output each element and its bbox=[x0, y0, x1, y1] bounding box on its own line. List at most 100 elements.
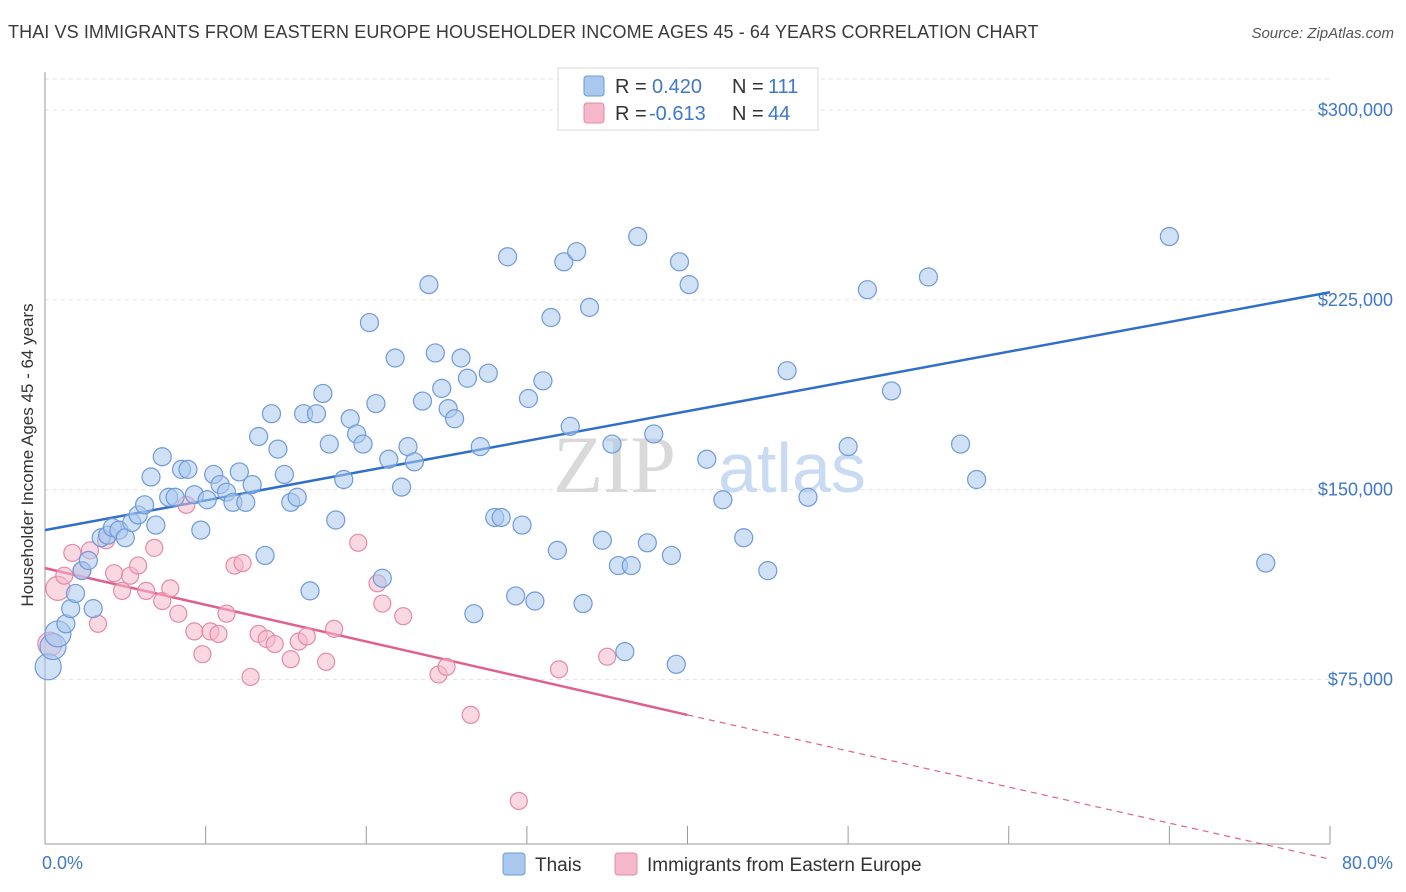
point-eastern-europe bbox=[217, 604, 236, 623]
point-thais bbox=[287, 487, 307, 507]
chart-source: Source: ZipAtlas.com bbox=[1251, 25, 1394, 42]
point-thais bbox=[602, 434, 622, 454]
point-thais bbox=[425, 343, 445, 363]
point-thais bbox=[261, 404, 282, 424]
point-thais bbox=[274, 464, 294, 485]
series-thais-points bbox=[34, 226, 1276, 681]
point-eastern-europe bbox=[241, 667, 260, 687]
point-thais bbox=[560, 416, 580, 436]
point-thais bbox=[366, 393, 386, 414]
point-eastern-europe bbox=[104, 564, 124, 583]
point-thais bbox=[512, 515, 532, 535]
point-thais bbox=[679, 275, 699, 295]
point-eastern-europe bbox=[193, 645, 212, 664]
point-eastern-europe bbox=[437, 657, 456, 676]
point-thais bbox=[306, 404, 327, 424]
point-thais bbox=[541, 307, 561, 328]
point-eastern-europe bbox=[349, 533, 368, 552]
point-thais bbox=[881, 381, 902, 401]
point-thais bbox=[758, 561, 778, 581]
point-thais bbox=[141, 467, 161, 487]
point-thais bbox=[146, 515, 166, 535]
point-thais bbox=[268, 439, 288, 459]
legend-r-label: R = bbox=[615, 76, 647, 98]
axes bbox=[44, 72, 1330, 845]
point-eastern-europe bbox=[509, 791, 528, 811]
point-eastern-europe bbox=[394, 607, 413, 626]
point-thais bbox=[857, 280, 878, 300]
legend-n-label: N = bbox=[732, 103, 764, 125]
trend-lines bbox=[44, 290, 1331, 860]
point-thais bbox=[567, 242, 587, 262]
point-eastern-europe bbox=[145, 538, 164, 557]
x-tick-marks bbox=[205, 826, 1331, 844]
point-thais bbox=[326, 510, 346, 530]
point-eastern-europe bbox=[373, 594, 392, 613]
legend-r-value: 0.420 bbox=[652, 76, 702, 98]
x-tick-label-min: 0.0% bbox=[42, 853, 83, 873]
legend-n-label: N = bbox=[732, 76, 764, 98]
point-thais bbox=[615, 642, 635, 662]
point-eastern-europe bbox=[129, 556, 148, 575]
point-thais bbox=[359, 312, 380, 333]
point-eastern-europe bbox=[316, 652, 336, 671]
chart-title: THAI VS IMMIGRANTS FROM EASTERN EUROPE H… bbox=[8, 22, 1039, 42]
y-tick-label: $150,000 bbox=[1318, 480, 1393, 500]
point-thais bbox=[950, 434, 971, 454]
bottom-legend-label-thais: Thais bbox=[535, 855, 581, 876]
legend-r-value: -0.613 bbox=[649, 103, 706, 125]
point-thais bbox=[666, 654, 686, 674]
point-thais bbox=[918, 267, 939, 287]
point-thais bbox=[478, 363, 498, 383]
point-thais bbox=[432, 378, 452, 398]
point-thais bbox=[229, 462, 249, 482]
point-eastern-europe bbox=[233, 553, 252, 573]
y-tick-labels: $75,000 $150,000 $225,000 $300,000 bbox=[1318, 100, 1393, 690]
x-tick-label-max: 80.0% bbox=[1342, 853, 1393, 873]
point-thais bbox=[379, 449, 399, 469]
point-thais bbox=[178, 459, 198, 479]
point-thais bbox=[506, 586, 526, 606]
point-eastern-europe bbox=[297, 627, 316, 646]
point-thais bbox=[236, 492, 256, 512]
point-eastern-europe bbox=[549, 660, 569, 679]
point-thais bbox=[419, 275, 439, 295]
legend-swatch-eastern-europe bbox=[583, 102, 605, 124]
legend-n-value: 111 bbox=[768, 76, 798, 98]
point-thais bbox=[734, 528, 754, 548]
point-thais bbox=[334, 469, 354, 490]
point-thais bbox=[713, 490, 733, 510]
point-thais bbox=[661, 545, 682, 566]
point-thais bbox=[197, 490, 217, 510]
point-thais bbox=[573, 593, 593, 614]
point-thais bbox=[547, 540, 567, 560]
point-eastern-europe bbox=[598, 647, 617, 666]
legend-n-value: 44 bbox=[768, 103, 790, 125]
y-tick-label: $75,000 bbox=[1328, 669, 1393, 689]
point-thais bbox=[372, 568, 392, 588]
point-thais bbox=[353, 434, 373, 454]
point-thais bbox=[554, 252, 574, 272]
point-eastern-europe bbox=[461, 705, 480, 725]
point-thais bbox=[404, 452, 425, 472]
point-eastern-europe bbox=[265, 634, 284, 654]
point-thais bbox=[255, 545, 275, 566]
point-thais bbox=[697, 449, 717, 469]
point-eastern-europe bbox=[55, 566, 74, 585]
point-thais bbox=[470, 437, 490, 457]
point-thais bbox=[242, 474, 262, 495]
point-thais bbox=[644, 424, 664, 444]
point-thais bbox=[491, 507, 511, 528]
point-eastern-europe bbox=[325, 619, 344, 638]
point-thais bbox=[134, 495, 155, 515]
point-thais bbox=[191, 520, 211, 540]
point-thais bbox=[152, 447, 172, 467]
point-eastern-europe bbox=[169, 604, 188, 623]
point-thais bbox=[464, 604, 484, 624]
point-thais bbox=[967, 469, 987, 490]
point-thais bbox=[777, 361, 797, 381]
point-thais bbox=[838, 437, 858, 457]
point-thais bbox=[621, 555, 641, 576]
point-eastern-europe bbox=[281, 650, 300, 669]
point-thais bbox=[592, 530, 612, 550]
